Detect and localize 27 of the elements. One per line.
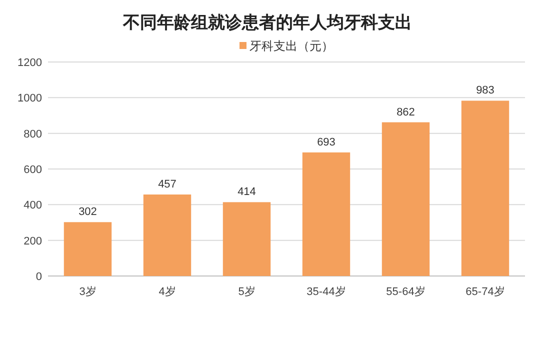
y-tick-label: 1000 — [18, 92, 42, 105]
bar — [461, 100, 510, 276]
x-tick-label: 5岁 — [238, 286, 256, 298]
x-tick-label: 35-44岁 — [306, 286, 346, 298]
bar — [143, 194, 192, 276]
y-tick-label: 200 — [24, 235, 42, 248]
data-label: 302 — [78, 206, 97, 218]
bar — [222, 202, 271, 276]
y-tick-label: 1200 — [18, 57, 42, 69]
y-tick-label: 600 — [24, 164, 42, 176]
data-label: 862 — [396, 106, 415, 118]
y-tick-label: 0 — [36, 271, 42, 283]
x-tick-label: 3岁 — [79, 286, 96, 298]
bar — [302, 152, 350, 276]
y-tick-label: 800 — [24, 128, 42, 140]
data-label: 457 — [158, 178, 176, 190]
legend-label: 牙科支出（元） — [250, 39, 334, 53]
chart-title: 不同年龄组就诊患者的年人均牙科支出 — [122, 13, 412, 32]
data-label: 983 — [476, 84, 494, 97]
bar — [64, 222, 112, 276]
x-tick-label: 55-64岁 — [386, 286, 426, 298]
bar — [382, 122, 430, 276]
x-tick-label: 4岁 — [158, 286, 176, 298]
data-label: 414 — [238, 186, 256, 198]
y-tick-label: 400 — [24, 200, 42, 212]
data-label: 693 — [317, 136, 336, 148]
x-tick-label: 65-74岁 — [466, 286, 505, 298]
